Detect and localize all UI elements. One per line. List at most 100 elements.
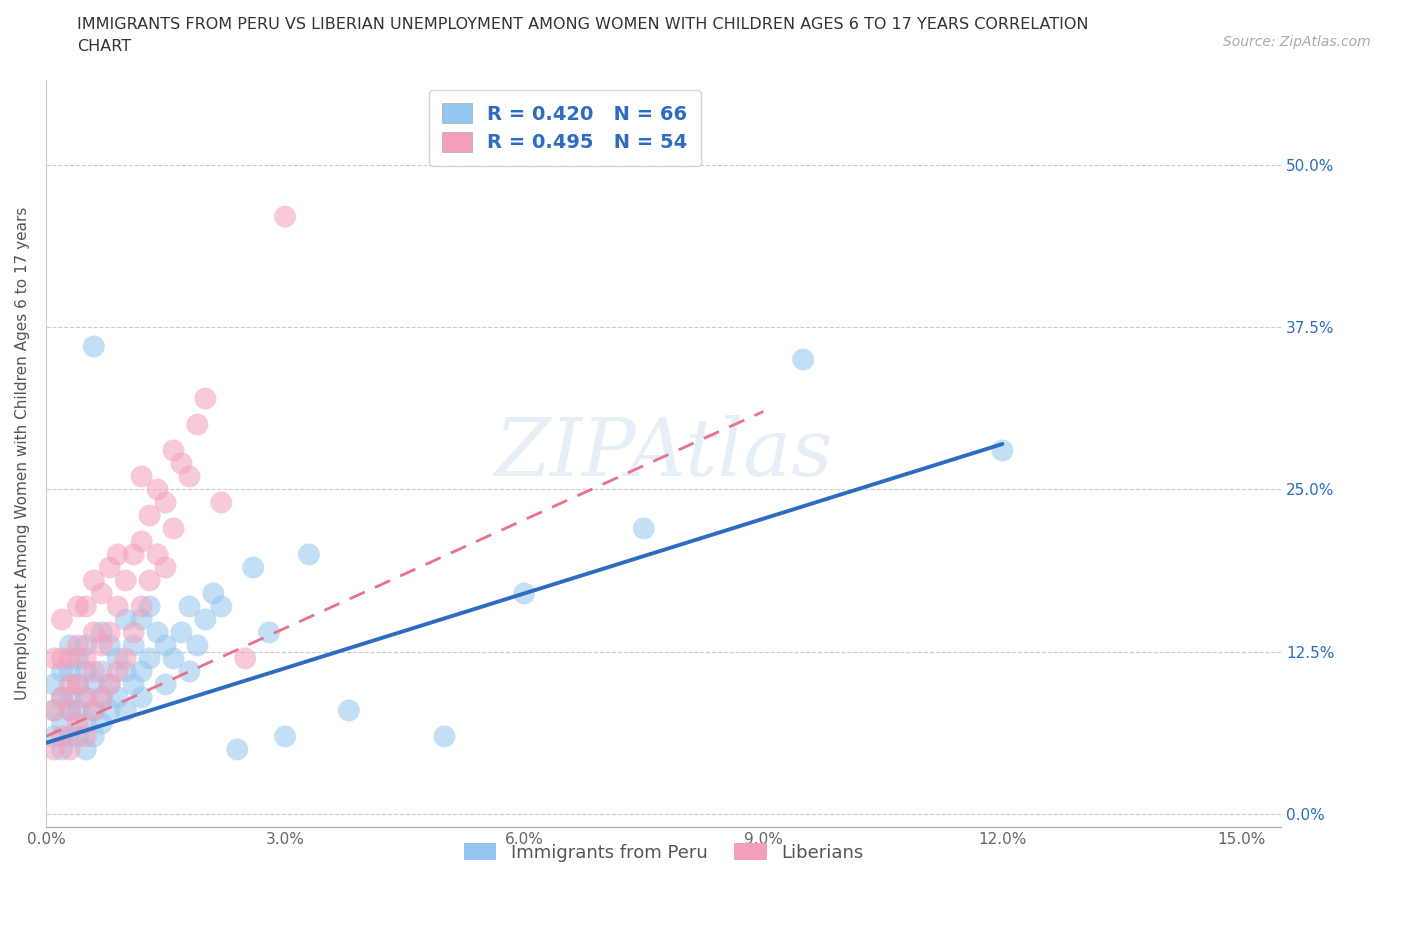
Point (75, 651, 97, 666)
Point (98, 703, 121, 718)
Point (98, 677, 121, 692)
Point (131, 469, 153, 484)
Point (122, 677, 145, 692)
Point (170, 625, 193, 640)
Point (131, 690, 153, 705)
Point (233, 651, 256, 666)
Point (90, 690, 112, 705)
Point (90, 690, 112, 705)
Point (98, 638, 121, 653)
Text: CHART: CHART (77, 39, 131, 54)
Point (114, 664, 136, 679)
Point (122, 638, 145, 653)
Point (155, 677, 177, 692)
Point (107, 690, 129, 705)
Point (66, 638, 89, 653)
Point (274, 729, 297, 744)
Point (42, 729, 65, 744)
Point (42, 703, 65, 718)
Point (114, 573, 136, 588)
Point (257, 625, 280, 640)
Point (122, 625, 145, 640)
Point (90, 664, 112, 679)
Legend: Immigrants from Peru, Liberians: Immigrants from Peru, Liberians (454, 834, 873, 870)
Point (66, 677, 89, 692)
Point (90, 625, 112, 640)
Point (83, 677, 105, 692)
Point (83, 664, 105, 679)
Point (51, 742, 73, 757)
Point (107, 547, 129, 562)
Point (83, 729, 105, 744)
Point (75, 690, 97, 705)
Point (298, 547, 321, 562)
Point (991, 443, 1014, 458)
Point (155, 638, 177, 653)
Point (66, 716, 89, 731)
Point (75, 742, 97, 757)
Point (131, 664, 153, 679)
Point (66, 729, 89, 744)
Point (75, 599, 97, 614)
Point (146, 625, 169, 640)
Y-axis label: Unemployment Among Women with Children Ages 6 to 17 years: Unemployment Among Women with Children A… (15, 207, 30, 700)
Point (274, 209, 297, 224)
Point (51, 729, 73, 744)
Point (83, 573, 105, 588)
Point (59, 690, 82, 705)
Point (131, 599, 153, 614)
Point (51, 690, 73, 705)
Point (337, 703, 360, 718)
Point (114, 651, 136, 666)
Point (194, 392, 217, 406)
Point (162, 651, 184, 666)
Point (59, 742, 82, 757)
Point (66, 651, 89, 666)
Point (83, 703, 105, 718)
Point (170, 456, 193, 471)
Point (209, 599, 232, 614)
Point (75, 638, 97, 653)
Point (114, 612, 136, 627)
Point (179, 664, 201, 679)
Point (162, 521, 184, 536)
Point (59, 638, 82, 653)
Point (513, 586, 536, 601)
Point (66, 677, 89, 692)
Point (146, 547, 169, 562)
Point (51, 664, 73, 679)
Point (42, 651, 65, 666)
Point (186, 417, 208, 432)
Point (633, 521, 655, 536)
Point (186, 638, 208, 653)
Text: IMMIGRANTS FROM PERU VS LIBERIAN UNEMPLOYMENT AMONG WOMEN WITH CHILDREN AGES 6 T: IMMIGRANTS FROM PERU VS LIBERIAN UNEMPLO… (77, 17, 1088, 32)
Point (75, 729, 97, 744)
Point (138, 573, 160, 588)
Point (90, 638, 112, 653)
Point (59, 729, 82, 744)
Point (179, 599, 201, 614)
Point (146, 482, 169, 497)
Point (98, 560, 121, 575)
Text: ZIPAtlas: ZIPAtlas (495, 415, 832, 493)
Text: Source: ZipAtlas.com: Source: ZipAtlas.com (1223, 35, 1371, 49)
Point (114, 703, 136, 718)
Point (51, 651, 73, 666)
Point (107, 651, 129, 666)
Point (209, 495, 232, 510)
Point (51, 690, 73, 705)
Point (433, 729, 456, 744)
Point (162, 443, 184, 458)
Point (75, 664, 97, 679)
Point (59, 664, 82, 679)
Point (242, 560, 264, 575)
Point (83, 703, 105, 718)
Point (83, 625, 105, 640)
Point (51, 716, 73, 731)
Point (83, 339, 105, 354)
Point (138, 651, 160, 666)
Point (122, 547, 145, 562)
Point (138, 508, 160, 523)
Point (59, 677, 82, 692)
Point (42, 677, 65, 692)
